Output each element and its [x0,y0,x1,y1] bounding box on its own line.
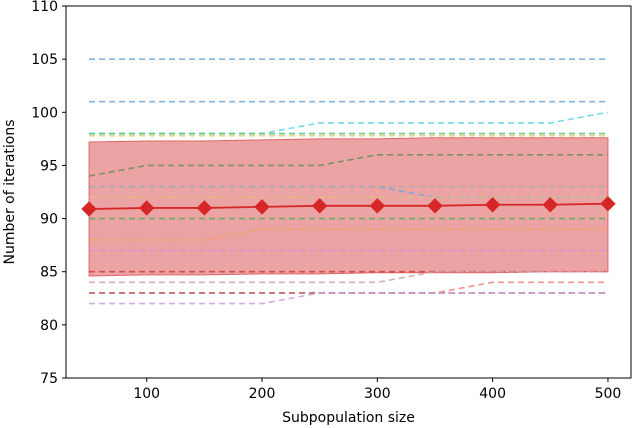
mean-point-500 [600,195,616,212]
confidence-band [88,137,609,277]
mean-point-100 [139,200,155,216]
mean-point-150 [196,200,213,216]
x-tick-label-300: 300 [364,386,391,402]
x-tick-label-100: 100 [133,386,160,402]
dashed-series-line-15 [89,281,608,294]
plot-frame [65,5,632,379]
y-axis-label: Number of iterations [2,119,18,264]
y-axis-ticks: 75 80 85 90 95 100 105 110 [31,0,66,387]
x-tick-label-400: 400 [479,386,506,402]
x-tick-label-200: 200 [249,386,276,402]
y-tick-label-105: 105 [31,52,58,68]
dashed-series-line-14 [89,270,608,284]
y-tick-label-90: 90 [40,212,58,228]
y-tick-label-95: 95 [40,158,58,174]
x-axis-ticks: 100 200 300 400 500 [133,378,621,402]
dashed-series-line-6 [88,154,608,177]
dashed-lines-layer [88,58,609,305]
y-tick-label-110: 110 [31,0,58,15]
mean-point-200 [254,199,270,215]
x-axis-label: Subpopulation size [282,410,415,426]
dashed-series-line-11 [89,228,608,241]
mean-point-400 [484,197,501,213]
y-tick-label-80: 80 [40,318,58,334]
mean-point-450 [542,197,558,213]
mean-point-300 [369,198,386,214]
band-layer [88,137,609,277]
x-tick-label-500: 500 [595,386,622,402]
mean-point-250 [311,198,328,214]
mean-point-50 [81,201,97,217]
mean-series-layer [81,195,616,217]
mean-point-350 [427,198,443,214]
y-tick-label-100: 100 [31,105,58,121]
y-tick-label-75: 75 [40,371,58,387]
dashed-series-line-3 [89,111,609,135]
mean-series-line [89,202,608,210]
dashed-series-line-17 [89,292,608,305]
y-tick-label-85: 85 [40,265,58,281]
